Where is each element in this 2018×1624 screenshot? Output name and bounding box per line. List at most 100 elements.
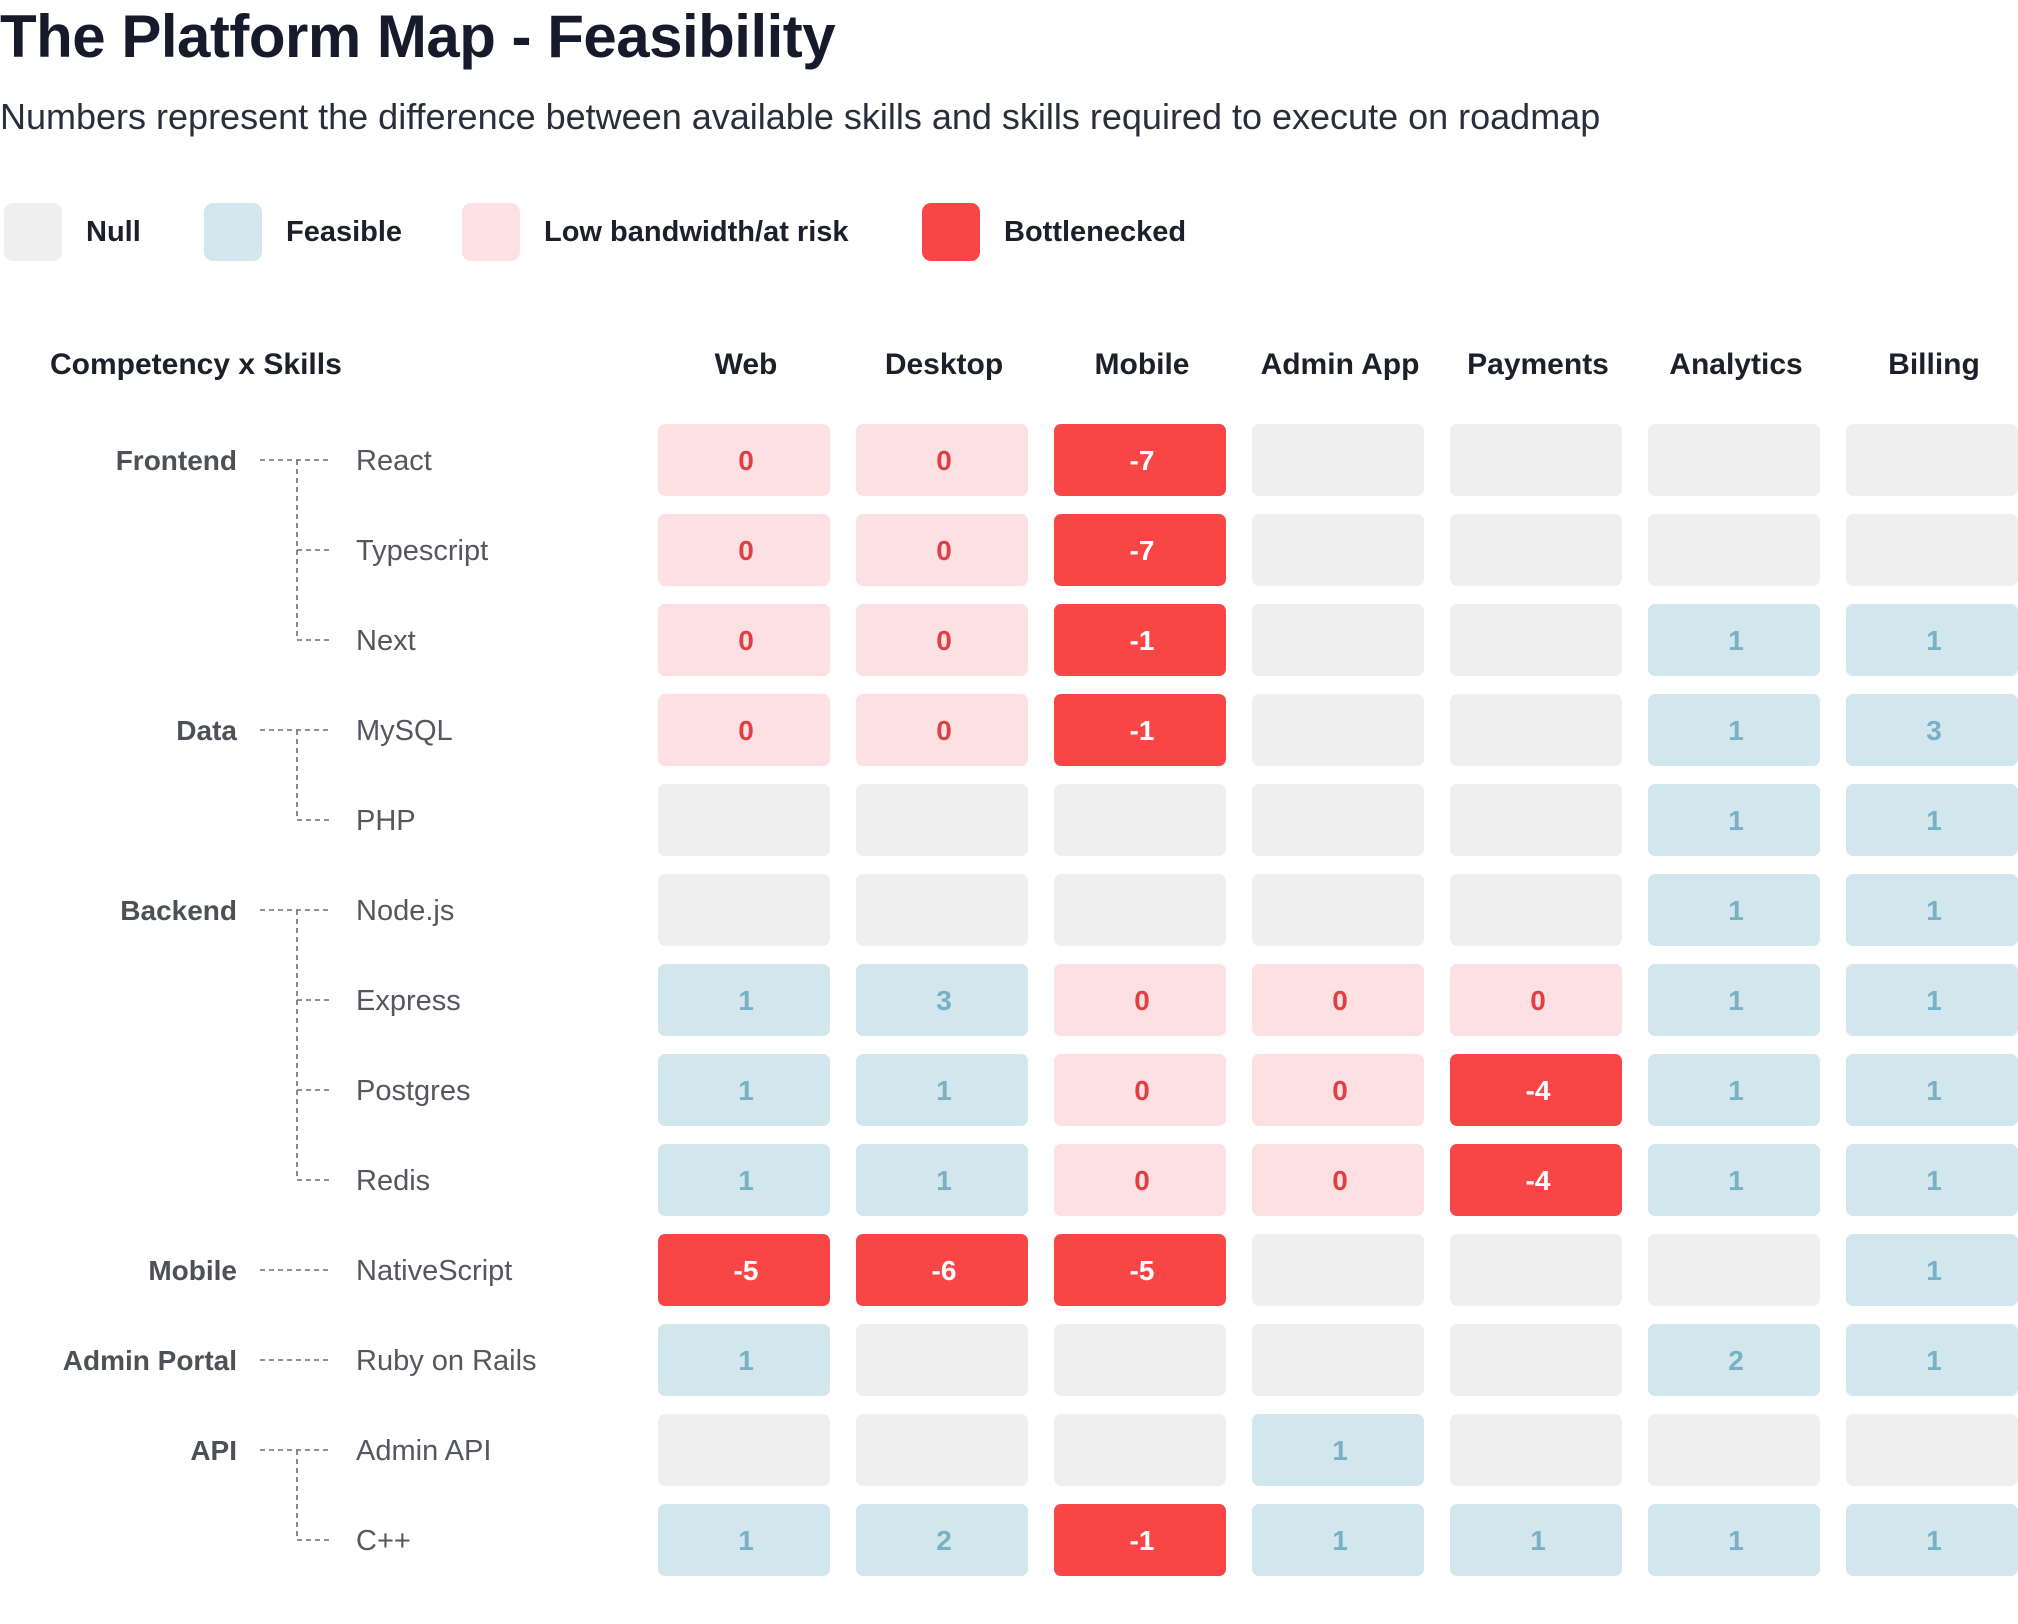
cell-value: 1	[1926, 1255, 1942, 1286]
cell-value: -4	[1526, 1165, 1551, 1196]
group-label-backend: Backend	[120, 895, 237, 926]
cell-value: 1	[1728, 805, 1744, 836]
skill-label-admin-api: Admin API	[356, 1435, 491, 1467]
cell-react-billing	[1846, 424, 2018, 496]
legend-item-bottleneck: Bottlenecked	[922, 203, 1186, 261]
cell-admin-api-billing	[1846, 1414, 2018, 1486]
cell-admin-api-analytics	[1648, 1414, 1820, 1486]
cell-admin-api-admin-app	[1252, 1414, 1424, 1486]
cell-c-mobile	[1054, 1504, 1226, 1576]
cell-express-payments	[1450, 964, 1622, 1036]
cell-next-desktop	[856, 604, 1028, 676]
cell-value: 1	[936, 1075, 952, 1106]
cell-value: 0	[936, 445, 952, 476]
cell-mysql-web	[658, 694, 830, 766]
cell-ruby-on-rails-payments	[1450, 1324, 1622, 1396]
cell-nativescript-analytics	[1648, 1234, 1820, 1306]
cell-typescript-mobile	[1054, 514, 1226, 586]
cell-next-web	[658, 604, 830, 676]
cell-next-billing	[1846, 604, 2018, 676]
cell-node-js-mobile	[1054, 874, 1226, 946]
cell-value: 1	[1728, 985, 1744, 1016]
legend-item-feasible: Feasible	[204, 203, 402, 261]
cell-value: 0	[738, 535, 754, 566]
skill-label-redis: Redis	[356, 1165, 430, 1197]
cell-value: 0	[936, 535, 952, 566]
cell-nativescript-admin-app	[1252, 1234, 1424, 1306]
cell-react-mobile	[1054, 424, 1226, 496]
cell-value: 0	[1332, 985, 1348, 1016]
cell-node-js-payments	[1450, 874, 1622, 946]
cell-mysql-desktop	[856, 694, 1028, 766]
skill-label-php: PHP	[356, 805, 416, 837]
legend-label-null: Null	[86, 215, 141, 248]
cell-redis-mobile	[1054, 1144, 1226, 1216]
skill-label-ruby-on-rails: Ruby on Rails	[356, 1345, 537, 1377]
legend-label-at-risk: Low bandwidth/at risk	[544, 215, 849, 248]
cell-typescript-payments	[1450, 514, 1622, 586]
cell-value: 0	[1332, 1075, 1348, 1106]
cell-value: 0	[936, 625, 952, 656]
legend-label-feasible: Feasible	[286, 215, 403, 248]
cell-value: 0	[1134, 985, 1150, 1016]
skill-label-next: Next	[356, 625, 416, 657]
cell-ruby-on-rails-analytics	[1648, 1324, 1820, 1396]
cell-mysql-payments	[1450, 694, 1622, 766]
corner-label: Competency x Skills	[50, 348, 342, 381]
cell-value: -1	[1130, 1525, 1155, 1556]
cell-value: 0	[738, 445, 754, 476]
cell-react-analytics	[1648, 424, 1820, 496]
cell-php-mobile	[1054, 784, 1226, 856]
cell-postgres-billing	[1846, 1054, 2018, 1126]
cell-value: 1	[1926, 895, 1942, 926]
cell-typescript-admin-app	[1252, 514, 1424, 586]
group-label-mobile: Mobile	[148, 1255, 237, 1286]
cell-admin-api-mobile	[1054, 1414, 1226, 1486]
cell-value: 1	[1530, 1525, 1546, 1556]
legend-swatch-null	[4, 203, 62, 261]
cell-value: 1	[1728, 625, 1744, 656]
cell-value: 1	[936, 1165, 952, 1196]
cell-value: 2	[936, 1525, 952, 1556]
cell-value: 0	[738, 715, 754, 746]
skill-label-express: Express	[356, 985, 461, 1017]
column-header-payments: Payments	[1467, 348, 1609, 381]
cell-value: 1	[1728, 895, 1744, 926]
cell-postgres-desktop	[856, 1054, 1028, 1126]
legend-item-null: Null	[4, 203, 141, 261]
cell-postgres-payments	[1450, 1054, 1622, 1126]
cell-express-mobile	[1054, 964, 1226, 1036]
cell-c-analytics	[1648, 1504, 1820, 1576]
skill-label-node-js: Node.js	[356, 895, 454, 927]
cell-value: 1	[738, 1075, 754, 1106]
cell-postgres-mobile	[1054, 1054, 1226, 1126]
column-header-billing: Billing	[1888, 348, 1980, 381]
skill-label-react: React	[356, 445, 432, 477]
cell-mysql-billing	[1846, 694, 2018, 766]
cell-value: 2	[1728, 1345, 1744, 1376]
cell-value: 1	[738, 985, 754, 1016]
cell-value: -6	[932, 1255, 957, 1286]
cell-redis-desktop	[856, 1144, 1028, 1216]
cell-nativescript-billing	[1846, 1234, 2018, 1306]
cell-value: 1	[738, 1165, 754, 1196]
skill-label-postgres: Postgres	[356, 1075, 470, 1107]
cell-php-web	[658, 784, 830, 856]
group-label-frontend: Frontend	[116, 445, 237, 476]
legend-swatch-feasible	[204, 203, 262, 261]
skill-label-mysql: MySQL	[356, 715, 453, 747]
page-title: The Platform Map - Feasibility	[0, 3, 836, 70]
cell-value: 1	[1926, 1165, 1942, 1196]
cell-admin-api-web	[658, 1414, 830, 1486]
cell-express-admin-app	[1252, 964, 1424, 1036]
cell-react-web	[658, 424, 830, 496]
cell-postgres-admin-app	[1252, 1054, 1424, 1126]
cell-redis-admin-app	[1252, 1144, 1424, 1216]
cell-typescript-billing	[1846, 514, 2018, 586]
cell-value: -1	[1130, 715, 1155, 746]
skill-label-c: C++	[356, 1525, 411, 1557]
cell-value: -5	[734, 1255, 759, 1286]
column-header-desktop: Desktop	[885, 348, 1003, 381]
cell-typescript-analytics	[1648, 514, 1820, 586]
cell-value: -4	[1526, 1075, 1551, 1106]
